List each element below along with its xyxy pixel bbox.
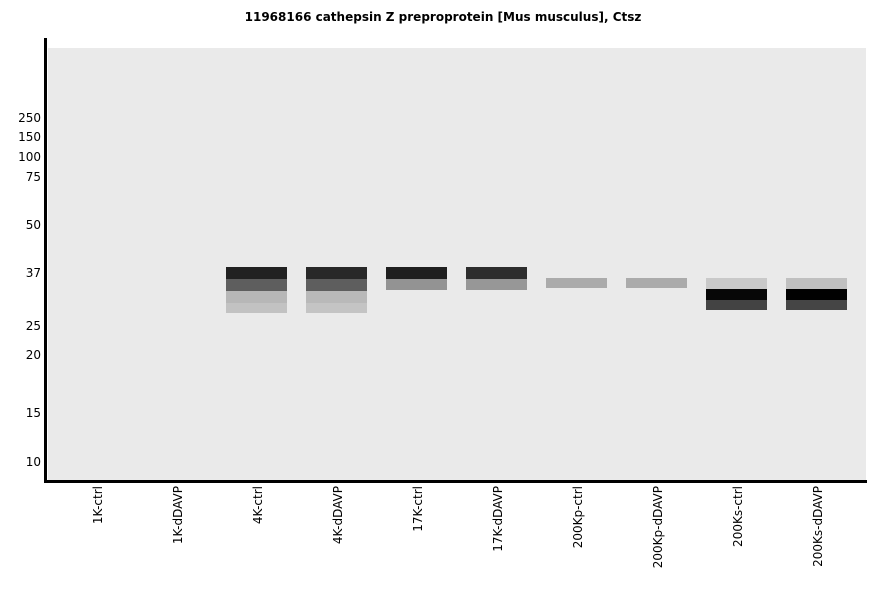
x-axis-line [44,480,867,483]
y-tick-label: 37 [25,266,41,280]
chart-title: 11968166 cathepsin Z preproprotein [Mus … [244,10,642,24]
y-axis-line [44,38,47,483]
gel-band [466,279,527,290]
gel-band [306,267,367,279]
gel-band [786,278,847,289]
gel-band [466,267,527,279]
gel-band [786,300,847,310]
y-tick-label: 50 [25,218,41,232]
x-tick-label: 4K-ctrl [251,486,265,525]
gel-band [226,291,287,303]
gel-band [306,279,367,291]
x-tick-label: 200Ks-dDAVP [811,486,825,567]
gel-band [706,300,767,310]
gel-band [626,278,687,288]
x-tick-label: 200Kp-ctrl [571,486,585,549]
gel-band [786,289,847,300]
y-tick-label: 15 [25,406,41,420]
x-tick-label: 4K-dDAVP [331,486,345,545]
gel-band [386,279,447,290]
y-tick-label: 75 [25,170,41,184]
x-tick-label: 1K-ctrl [91,486,105,525]
y-tick-label: 100 [18,150,41,164]
gel-band [226,267,287,279]
y-tick-label: 25 [25,319,41,333]
x-tick-label: 17K-dDAVP [491,486,505,552]
gel-band [226,279,287,291]
x-tick-label: 200Ks-ctrl [731,486,745,547]
gel-band [306,291,367,303]
x-tick-label: 1K-dDAVP [171,486,185,545]
gel-band [386,267,447,279]
y-tick-label: 10 [25,455,41,469]
gel-band [226,303,287,313]
y-tick-label: 150 [18,130,41,144]
x-tick-label: 17K-ctrl [411,486,425,532]
gel-band [706,278,767,289]
gel-band [706,289,767,300]
y-tick-label: 20 [25,348,41,362]
y-tick-label: 250 [18,111,41,125]
plot-area [48,48,866,480]
gel-band [546,278,607,288]
x-tick-label: 200Kp-dDAVP [651,486,665,569]
gel-band [306,303,367,313]
